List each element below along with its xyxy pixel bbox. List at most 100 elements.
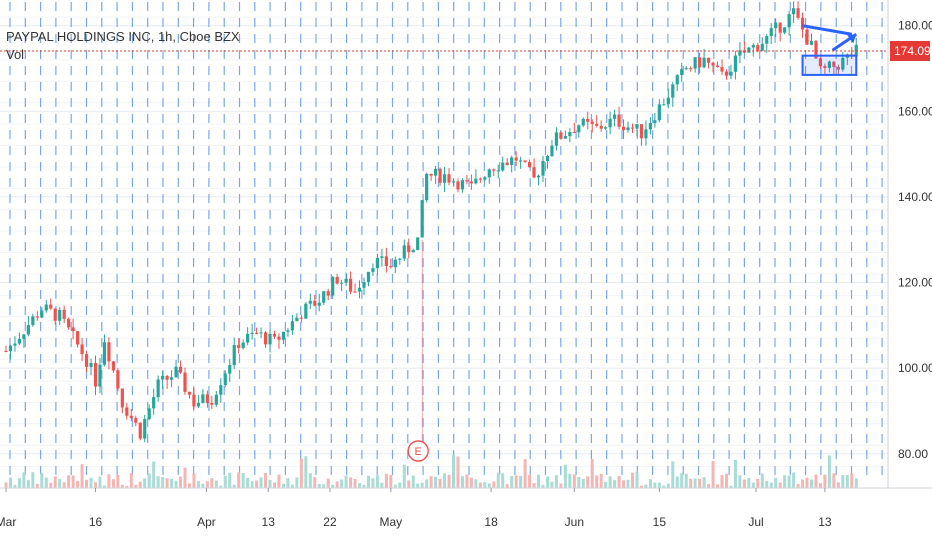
volume-bar (693, 478, 697, 488)
volume-bar (317, 483, 321, 488)
volume-bar (827, 455, 831, 488)
volume-bar (769, 482, 773, 488)
volume-bar (120, 484, 124, 488)
volume-bar (313, 477, 317, 488)
volume-bar (219, 485, 223, 488)
volume-bar (760, 473, 764, 488)
volume-bar (850, 473, 854, 488)
candle-body (290, 321, 294, 331)
volume-bar (599, 473, 603, 488)
x-tick-label: 18 (484, 515, 498, 529)
candle-body (586, 118, 590, 122)
volume-bar (322, 484, 326, 488)
volume-bar (107, 474, 111, 488)
volume-bar (801, 479, 805, 488)
candle-body (152, 397, 156, 409)
candle-body (769, 28, 773, 37)
volume-bar (111, 479, 115, 488)
candle-body (161, 375, 165, 380)
candle-body (286, 330, 290, 332)
candle-body (348, 278, 353, 292)
volume-bar (174, 480, 178, 488)
candle-body (129, 415, 133, 419)
candle-body (519, 160, 523, 162)
volume-bar (4, 482, 8, 488)
candle-body (174, 366, 178, 378)
candle-body (58, 309, 62, 321)
candle-body (621, 126, 626, 131)
annotation-rectangle (801, 54, 858, 76)
volume-bar (170, 478, 174, 488)
candle-body (689, 68, 693, 70)
candle-body (384, 256, 388, 267)
volume-bar (434, 476, 438, 488)
volume-bar (295, 477, 299, 488)
candle-body (684, 68, 688, 70)
volume-bar (823, 474, 827, 488)
volume-bar (631, 472, 634, 488)
volume-bar (94, 482, 97, 488)
candle-body (478, 178, 482, 180)
volume-bar (429, 476, 433, 488)
candle-body (796, 8, 800, 18)
volume-bar (505, 484, 509, 488)
volume-bar (35, 483, 39, 488)
candle-body (774, 22, 778, 29)
x-tick-label: May (380, 515, 403, 529)
volume-bar (613, 480, 617, 488)
volume-bar (187, 483, 191, 488)
candle-body (80, 344, 84, 355)
volume-bar (537, 474, 541, 488)
y-tick-label: 180.00 (898, 19, 932, 33)
candle-body (353, 291, 357, 293)
candle-body (595, 123, 599, 126)
candle-body (201, 394, 205, 403)
candle-body (313, 300, 317, 306)
volume-bar (214, 480, 218, 488)
volume-bar (604, 481, 608, 488)
volume-bar (680, 473, 684, 488)
volume-bar (241, 473, 245, 488)
volume-bar (845, 475, 849, 488)
candle-body (308, 300, 312, 304)
volume-bar (675, 476, 679, 488)
candle-body (577, 125, 581, 133)
candle-body (805, 29, 809, 45)
chart-legend: PAYPAL HOLDINGS INC, 1h, Cboe BZX Vol (6, 28, 240, 64)
candle-body (492, 169, 496, 171)
volume-bar (805, 477, 809, 488)
volume-bar (742, 479, 746, 488)
volume-bar (787, 475, 791, 488)
volume-bar (716, 484, 720, 488)
volume-bar (281, 483, 285, 488)
volume-bar (116, 474, 120, 488)
volume-bar (85, 479, 89, 488)
volume-bar (447, 474, 451, 488)
candle-body (380, 256, 384, 258)
volume-bar (639, 485, 643, 488)
volume-bar (49, 482, 53, 488)
candle-body (617, 114, 621, 127)
volume-bar (519, 475, 523, 488)
candle-body (134, 418, 138, 423)
volume-bar (183, 467, 187, 488)
candle-body (143, 419, 147, 439)
candle-body (832, 61, 836, 67)
candle-body (89, 362, 93, 367)
candle-body (644, 129, 648, 139)
candle-body (362, 282, 366, 288)
candle-body (657, 104, 661, 121)
candle-body (505, 162, 509, 166)
volume-bar (349, 477, 353, 488)
candle-body (729, 71, 733, 76)
volume-bar (165, 478, 169, 488)
volume-bar (586, 476, 590, 488)
volume-bar (402, 464, 406, 488)
candle-body (487, 169, 491, 178)
candle-body (702, 57, 706, 68)
volume-bar (711, 461, 715, 488)
volume-bar (523, 459, 527, 488)
candle-body (8, 345, 13, 352)
